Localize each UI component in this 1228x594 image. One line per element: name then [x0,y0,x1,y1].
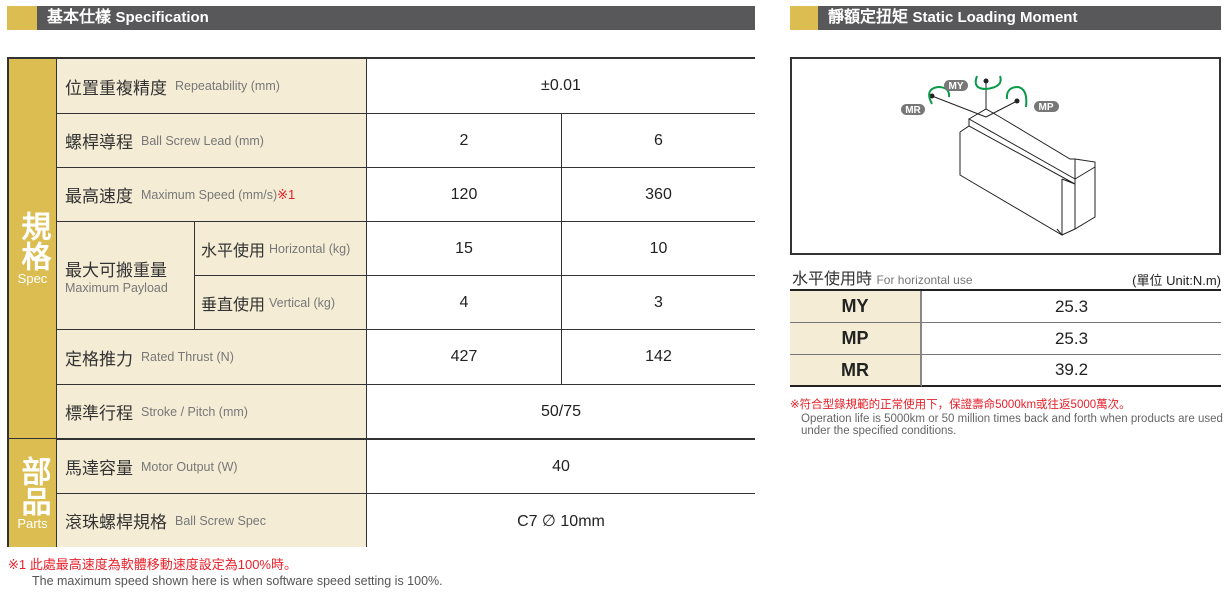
row-label: 定格推力 Rated Thrust (N) [57,330,367,385]
life-note-en: Operation life is 5000km or 50 million t… [801,413,1223,437]
value: 120 [367,168,562,222]
header-accent [790,6,818,30]
rotation-arrow-icon [928,85,951,105]
spec-header: 基本仕樣 Specification [37,6,755,30]
row-label: 滾珠螺桿規格 Ball Screw Spec [57,494,367,547]
value: 360 [562,168,755,222]
moment-key: MY [790,291,922,323]
moment-diagram: MY MR MP [790,57,1221,255]
linear-actuator-diagram: MY MR MP [901,75,1096,236]
moment-value: 25.3 [922,291,1221,323]
life-note-zh: ※符合型錄規範的正常使用下，保證壽命5000km或往返5000萬次。 [790,399,1131,411]
value: 4 [367,276,562,330]
value: 50/75 [367,385,755,439]
row-label: 垂直使用 Vertical (kg) [195,276,367,330]
value: ±0.01 [367,59,755,114]
row-label: 位置重複精度 Repeatability (mm) [57,59,367,114]
moment-value: 25.3 [922,323,1221,355]
diagram-label-my: MY [949,81,964,92]
payload-label: 最大可搬重量 Maximum Payload [57,222,195,330]
footnote-en: The maximum speed shown here is when sof… [32,574,443,588]
moment-header: 靜額定扭矩 Static Loading Moment [818,6,1221,30]
row-label: 標準行程 Stroke / Pitch (mm) [57,385,367,439]
footnote-zh: ※1 此處最高速度為軟體移動速度設定為100%時。 [8,557,297,572]
unit-label: (單位 Unit:N.m) [1132,273,1221,288]
value: 10 [562,222,755,276]
value: 15 [367,222,562,276]
group-spec: 規格 Spec [9,59,57,439]
row-label: 最高速度 Maximum Speed (mm/s) ※1 [57,168,367,222]
rotation-arrow-icon [1005,85,1028,108]
row-label: 馬達容量 Motor Output (W) [57,439,367,494]
value: 2 [367,114,562,168]
row-label: 螺桿導程 Ball Screw Lead (mm) [57,114,367,168]
diagram-label-mp: MP [1039,102,1054,113]
moment-value: 39.2 [922,355,1221,387]
value: 40 [367,439,755,494]
value: 427 [367,330,562,385]
spec-table: 規格 Spec 部品 Parts 位置重複精度 Repeatability (mm) … [7,57,755,547]
diagram-label-mr: MR [905,105,921,116]
value: C7 ∅ 10mm [367,494,755,547]
header-accent [7,6,37,30]
value: 142 [562,330,755,385]
moment-key: MP [790,323,922,355]
value: 6 [562,114,755,168]
group-parts: 部品 Parts [9,439,57,547]
rotation-arrow-icon [974,75,1002,91]
moment-table-top [790,289,1221,291]
value: 3 [562,276,755,330]
moment-subtitle: 水平使用時 For horizontal use [792,271,973,288]
moment-key: MR [790,355,922,387]
row-label: 水平使用 Horizontal (kg) [195,222,367,276]
